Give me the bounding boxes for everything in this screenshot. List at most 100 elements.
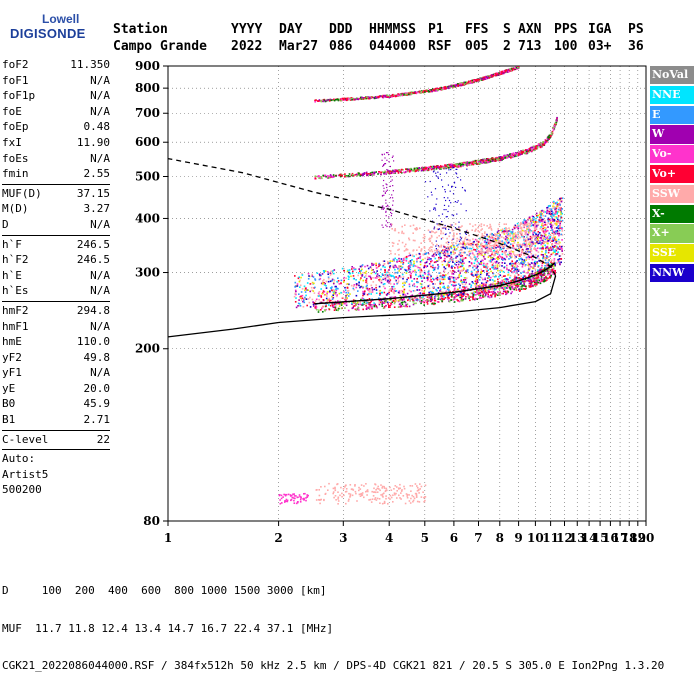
echo-dot [421,169,423,171]
echo-dot [365,97,367,99]
y-tick-label: 400 [135,211,160,225]
echo-dot [359,302,361,304]
echo-dot [529,283,531,285]
echo-dot [398,280,400,282]
echo-dot [353,275,355,277]
echo-dot [471,250,473,252]
echo-dot [475,239,477,241]
echo-dot [456,260,458,262]
echo-dot [356,287,358,289]
echo-dot [424,293,426,295]
echo-dot [340,100,342,102]
echo-dot [545,229,547,231]
echo-dot [549,269,551,271]
echo-dot [422,296,424,298]
echo-dot [428,272,430,274]
echo-dot [454,165,456,167]
echo-dot [345,277,347,279]
echo-dot [526,272,528,274]
echo-dot [447,296,449,298]
echo-dot [411,280,413,282]
echo-dot [486,268,488,270]
echo-dot [525,288,527,290]
echo-dot [487,266,489,268]
echo-dot [403,276,405,278]
echo-dot [404,289,406,291]
echo-dot [487,296,489,298]
echo-dot [498,276,500,278]
echo-dot [367,289,369,291]
echo-dot [379,294,381,296]
echo-dot [320,176,322,178]
echo-dot [540,226,542,228]
echo-dot [423,298,425,300]
echo-dot [517,242,519,244]
echo-dot [384,263,386,265]
echo-dot [538,143,540,145]
echo-dot [368,276,370,278]
echo-dot [380,290,382,292]
echo-dot [494,296,496,298]
echo-dot [391,290,393,292]
echo-dot [416,297,418,299]
echo-dot [531,273,533,275]
echo-dot [548,238,550,240]
echo-dot [560,262,562,264]
echo-dot [504,157,506,159]
x-tick-label: 6 [450,531,458,545]
echo-dot [390,279,392,281]
echo-dot [360,286,362,288]
echo-dot [533,264,535,266]
echo-dot [471,293,473,295]
echo-dot [535,221,537,223]
echo-dot [449,301,451,303]
echo-dot [371,285,373,287]
echo-dot [357,98,359,100]
echo-dot [320,309,322,311]
echo-dot [511,154,513,156]
echo-dot [521,258,523,260]
echo-dot [348,98,350,100]
echo-dot [550,136,552,138]
echo-dot [459,297,461,299]
echo-dot [459,261,461,263]
echo-dot [389,262,391,264]
echo-dot [319,99,321,101]
echo-dot [432,267,434,269]
echo-dot [309,302,311,304]
echo-dot [488,272,490,274]
echo-dot [327,99,329,101]
echo-dot [322,283,324,285]
echo-dot [551,270,553,272]
echo-dot [522,230,524,232]
echo-dot [371,273,373,275]
y-tick-label: 300 [135,266,160,280]
echo-dot [391,286,393,288]
echo-dot [482,294,484,296]
echo-dot [463,162,465,164]
echo-dot [444,288,446,290]
echo-dot [321,293,323,295]
echo-dot [344,303,346,305]
echo-dot [535,245,537,247]
echo-dot [513,289,515,291]
echo-dot [319,294,321,296]
echo-dot [553,201,555,203]
echo-dot [348,292,350,294]
echo-dot [532,271,534,273]
echo-dot [532,268,534,270]
echo-dot [516,272,518,274]
echo-dot [530,285,532,287]
echo-dot [465,272,467,274]
echo-dot [532,278,534,280]
echo-dot [418,170,420,172]
echo-dot [514,262,516,264]
echo-dot [486,242,488,244]
echo-dot [346,176,348,178]
echo-dot [440,258,442,260]
echo-dot [502,262,504,264]
echo-dot [354,174,356,176]
echo-dot [473,292,475,294]
echo-dot [494,280,496,282]
echo-dot [451,256,453,258]
